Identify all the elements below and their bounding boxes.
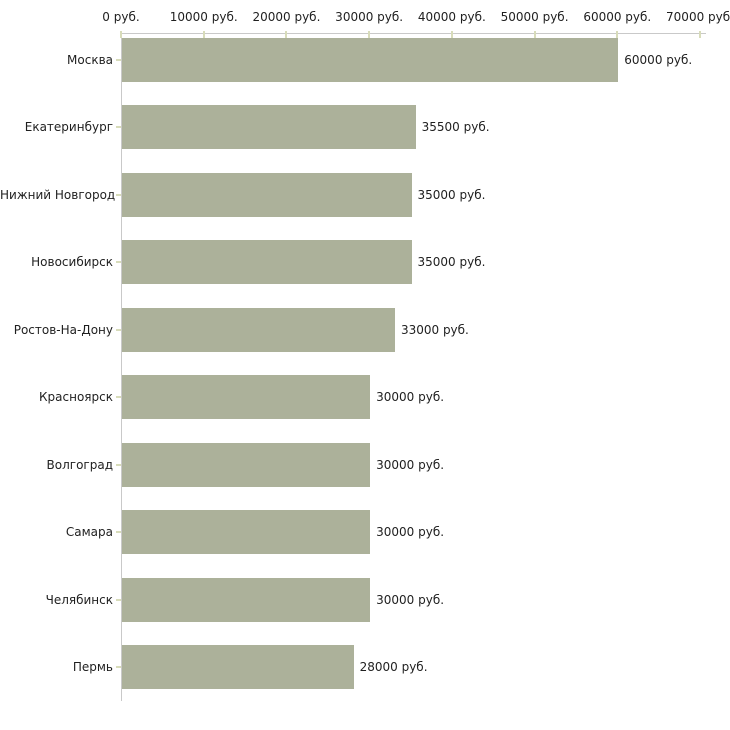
y-axis-tick-mark [116,261,121,264]
x-axis-tick-mark [202,31,205,38]
bar [122,240,412,285]
x-axis-tick-label: 50000 руб. [500,10,569,24]
category-label: Нижний Новгород [0,187,116,202]
value-label: 35000 руб. [417,255,486,270]
x-axis-tick-label: 60000 руб. [583,10,652,24]
y-axis-tick-mark [116,666,121,669]
x-axis-tick-mark [616,31,619,38]
bar [122,172,412,217]
value-label: 35000 руб. [417,187,486,202]
x-axis-tick-mark [533,31,536,38]
bar [122,105,416,150]
y-axis-line [121,33,122,701]
y-axis-tick-mark [116,59,121,61]
y-axis-tick-mark [116,531,121,534]
x-axis-tick-label: 10000 руб. [169,10,238,24]
y-axis-tick-mark [116,396,121,399]
category-label: Ростов-На-Дону [13,322,113,337]
x-axis-tick-mark [450,31,453,38]
value-label: 28000 руб. [359,660,428,675]
value-label: 33000 руб. [400,322,469,337]
y-axis-tick-mark [116,598,121,601]
y-axis-tick-mark [116,193,121,196]
x-axis-tick-mark [120,31,122,38]
bar [122,38,619,82]
x-axis-tick-mark [368,31,371,38]
x-axis-tick-label: 40000 руб. [417,10,486,24]
value-label: 35500 руб. [421,120,490,135]
value-label: 30000 руб. [376,390,445,405]
x-axis-tick-mark [285,31,288,38]
value-label: 30000 руб. [376,457,445,472]
x-axis-tick-label: 30000 руб. [335,10,404,24]
bar [122,577,371,622]
category-label: Красноярск [39,390,113,405]
category-label: Москва [67,53,113,67]
y-axis-tick-mark [116,328,121,331]
bar [122,645,354,690]
value-label: 60000 руб. [624,53,693,67]
category-label: Екатеринбург [24,120,113,135]
y-axis-tick-mark [116,463,121,466]
x-axis-tick-label: 0 руб. [102,10,140,24]
category-label: Челябинск [45,592,113,607]
y-axis-tick-mark [116,126,121,129]
category-label: Пермь [72,660,113,675]
value-label: 30000 руб. [376,592,445,607]
bar [122,307,395,352]
x-axis-tick-mark [699,31,701,38]
category-label: Волгоград [46,457,113,472]
category-label: Новосибирск [31,255,113,270]
value-label: 30000 руб. [376,525,445,540]
bar [122,375,371,420]
category-label: Самара [65,525,113,540]
bar [122,510,371,555]
x-axis-tick-label: 20000 руб. [252,10,321,24]
x-axis-line [121,33,706,34]
x-axis-tick-label: 70000 руб. [666,10,730,24]
bar [122,442,371,487]
